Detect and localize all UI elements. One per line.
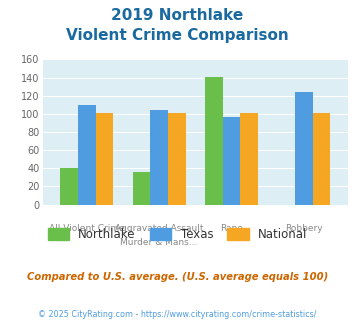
Text: Violent Crime Comparison: Violent Crime Comparison xyxy=(66,28,289,43)
Text: 2019 Northlake: 2019 Northlake xyxy=(111,8,244,23)
Bar xyxy=(132,172,150,205)
Bar xyxy=(95,113,113,205)
Bar xyxy=(295,92,312,205)
Bar xyxy=(168,113,186,205)
Bar xyxy=(205,77,223,205)
Bar xyxy=(223,116,240,205)
Text: Rape: Rape xyxy=(220,224,243,233)
Text: Aggravated Assault: Aggravated Assault xyxy=(115,224,203,233)
Legend: Northlake, Texas, National: Northlake, Texas, National xyxy=(48,228,307,241)
Text: Robbery: Robbery xyxy=(285,224,323,233)
Bar xyxy=(312,113,330,205)
Bar xyxy=(240,113,258,205)
Text: All Violent Crime: All Violent Crime xyxy=(49,224,125,233)
Text: Compared to U.S. average. (U.S. average equals 100): Compared to U.S. average. (U.S. average … xyxy=(27,272,328,282)
Bar xyxy=(150,110,168,205)
Text: © 2025 CityRating.com - https://www.cityrating.com/crime-statistics/: © 2025 CityRating.com - https://www.city… xyxy=(38,310,317,319)
Bar xyxy=(78,105,95,205)
Bar xyxy=(60,168,78,205)
Text: Murder & Mans...: Murder & Mans... xyxy=(120,238,198,247)
